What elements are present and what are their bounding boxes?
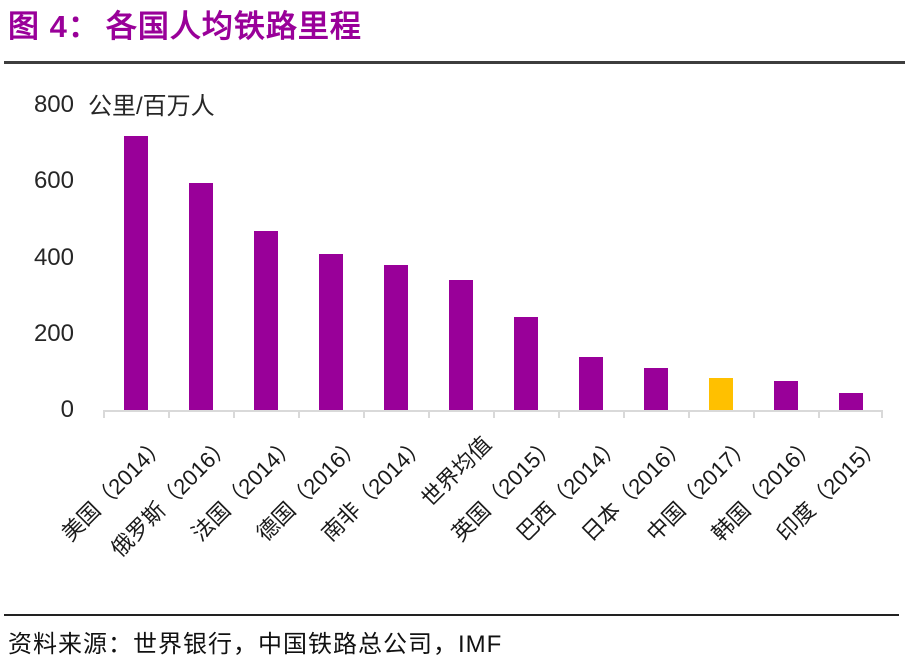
y-axis-tick-label: 600 xyxy=(33,167,74,195)
bar-8 xyxy=(643,368,668,410)
x-axis-tick xyxy=(753,410,755,418)
x-axis-tick xyxy=(363,410,365,418)
y-axis-tick-label: 800 xyxy=(33,91,74,118)
y-axis-tick-label: 400 xyxy=(33,243,74,271)
bar-3 xyxy=(318,253,343,410)
bar-7 xyxy=(578,356,603,410)
bar-2 xyxy=(253,230,278,410)
figure-title: 图 4： 各国人均铁路里程 xyxy=(8,8,362,48)
bar-1 xyxy=(188,183,213,410)
y-axis-tick-label: 200 xyxy=(33,319,74,347)
footer-divider xyxy=(4,614,899,616)
figure-title-text: 各国人均铁路里程 xyxy=(105,9,362,44)
bar-10 xyxy=(773,381,798,410)
bar-11 xyxy=(838,392,863,410)
figure-number-label: 图 4： xyxy=(8,9,100,44)
y-axis-unit-label: 公里/百万人 xyxy=(88,93,215,120)
x-axis-tick xyxy=(493,410,495,418)
x-axis-tick xyxy=(103,410,105,418)
x-axis-tick xyxy=(623,410,625,418)
x-axis-tick xyxy=(168,410,170,418)
x-axis-tick xyxy=(558,410,560,418)
plot-area xyxy=(103,105,883,418)
source-note: 资料来源：世界银行，中国铁路总公司，IMF xyxy=(8,631,503,658)
x-axis-tick xyxy=(688,410,690,418)
x-axis-tick xyxy=(428,410,430,418)
bar-9 xyxy=(708,377,733,410)
x-axis-tick xyxy=(233,410,235,418)
x-axis-tick xyxy=(881,410,883,418)
bar-5 xyxy=(448,280,473,410)
title-divider xyxy=(4,61,905,64)
y-axis-tick-label: 0 xyxy=(60,396,74,423)
x-axis-tick xyxy=(818,410,820,418)
bar-4 xyxy=(383,265,408,410)
x-axis-tick xyxy=(298,410,300,418)
bar-6 xyxy=(513,316,538,410)
bar-0 xyxy=(123,135,148,410)
